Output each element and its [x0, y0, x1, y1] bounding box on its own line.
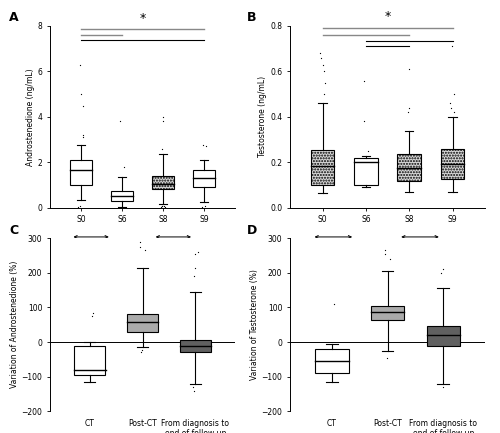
Bar — [440, 149, 464, 179]
Y-axis label: Variation of Testosterone (%): Variation of Testosterone (%) — [250, 269, 258, 380]
Bar — [397, 155, 421, 181]
Text: A: A — [10, 11, 19, 24]
Bar — [152, 177, 174, 189]
Text: follow up: follow up — [158, 246, 190, 252]
Bar — [126, 314, 158, 332]
Bar — [74, 346, 106, 375]
Y-axis label: Testosterone (ng/mL): Testosterone (ng/mL) — [258, 76, 268, 158]
Bar — [426, 326, 460, 346]
Text: *: * — [140, 12, 145, 25]
Bar — [180, 340, 211, 352]
Text: chemotherapy: chemotherapy — [66, 246, 116, 252]
Bar — [310, 150, 334, 185]
Bar — [110, 191, 133, 201]
Text: follow up: follow up — [404, 246, 436, 252]
Text: chemotherapy: chemotherapy — [308, 246, 358, 252]
Y-axis label: Variation of Androstenedione (%): Variation of Androstenedione (%) — [10, 261, 18, 388]
Bar — [193, 170, 216, 187]
Text: B: B — [247, 11, 256, 24]
Bar — [315, 349, 348, 373]
Y-axis label: Androstenedione (ng/mL): Androstenedione (ng/mL) — [26, 68, 35, 166]
Bar — [371, 306, 404, 320]
Bar — [354, 158, 378, 185]
Bar — [70, 160, 92, 185]
Text: D: D — [247, 224, 258, 237]
Text: C: C — [10, 224, 18, 237]
Text: *: * — [384, 10, 390, 23]
